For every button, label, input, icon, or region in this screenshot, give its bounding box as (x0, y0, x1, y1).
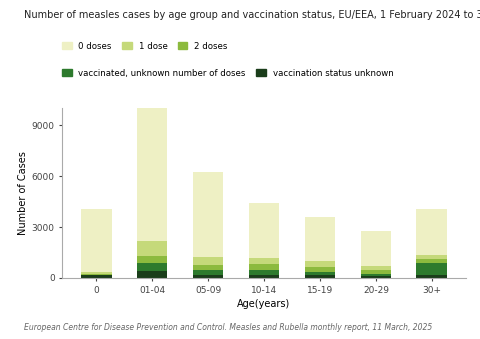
Bar (305, 217, 336, 261)
Bar (417, 275, 447, 278)
Bar (192, 275, 223, 278)
X-axis label: Age(years): Age(years) (238, 299, 290, 309)
Bar (192, 257, 223, 265)
Text: Number of measles cases by age group and vaccination status, EU/EEA, 1 February : Number of measles cases by age group and… (24, 10, 480, 20)
Bar (305, 272, 336, 275)
Bar (417, 259, 447, 263)
Bar (137, 271, 168, 278)
Bar (192, 265, 223, 271)
Bar (360, 276, 391, 278)
Bar (305, 261, 336, 267)
Bar (360, 274, 391, 276)
Bar (137, 263, 168, 271)
Bar (360, 271, 391, 274)
Bar (417, 255, 447, 259)
Bar (137, 241, 168, 256)
Bar (305, 275, 336, 278)
Bar (417, 263, 447, 275)
Bar (137, 256, 168, 263)
Y-axis label: Number of Cases: Number of Cases (18, 151, 27, 235)
Bar (81, 272, 111, 274)
Legend: vaccinated, unknown number of doses, vaccination status unknown: vaccinated, unknown number of doses, vac… (59, 65, 396, 81)
Bar (417, 209, 447, 255)
Bar (249, 275, 279, 278)
Bar (249, 271, 279, 275)
Text: European Centre for Disease Prevention and Control. Measles and Rubella monthly : European Centre for Disease Prevention a… (24, 323, 432, 332)
Bar (360, 266, 391, 271)
Bar (192, 172, 223, 257)
Bar (192, 271, 223, 275)
Bar (305, 267, 336, 272)
Bar (249, 203, 279, 258)
Bar (249, 264, 279, 271)
Bar (81, 210, 111, 272)
Bar (249, 258, 279, 264)
Bar (81, 275, 111, 278)
Bar (360, 231, 391, 266)
Bar (137, 97, 168, 241)
Bar (81, 274, 111, 275)
